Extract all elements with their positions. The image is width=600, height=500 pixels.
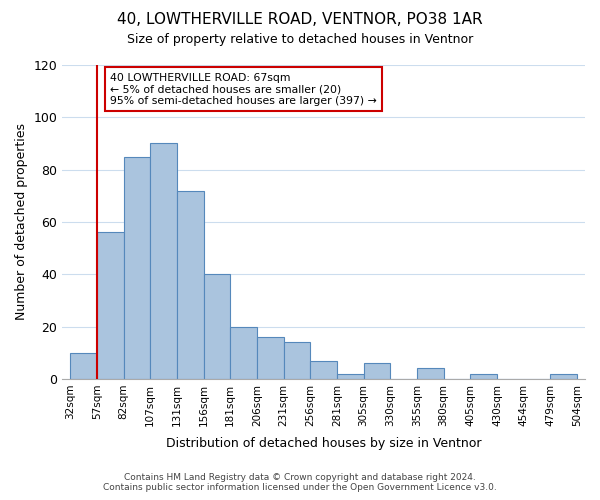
X-axis label: Distribution of detached houses by size in Ventnor: Distribution of detached houses by size … (166, 437, 481, 450)
Bar (310, 360, 337, 379)
Bar (70, 352, 97, 379)
Bar (124, 156, 150, 379)
Bar (417, 368, 443, 379)
Bar (257, 337, 284, 379)
Text: Size of property relative to detached houses in Ventnor: Size of property relative to detached ho… (127, 32, 473, 46)
Text: 40 LOWTHERVILLE ROAD: 67sqm
← 5% of detached houses are smaller (20)
95% of semi: 40 LOWTHERVILLE ROAD: 67sqm ← 5% of deta… (110, 73, 377, 106)
Bar (550, 374, 577, 379)
Bar (284, 342, 310, 379)
Bar (177, 190, 203, 379)
Bar (230, 326, 257, 379)
Bar (97, 232, 124, 379)
Bar (364, 363, 391, 379)
Bar (470, 374, 497, 379)
Bar (203, 274, 230, 379)
Y-axis label: Number of detached properties: Number of detached properties (15, 124, 28, 320)
Bar (150, 144, 177, 379)
Text: 40, LOWTHERVILLE ROAD, VENTNOR, PO38 1AR: 40, LOWTHERVILLE ROAD, VENTNOR, PO38 1AR (117, 12, 483, 28)
Bar (337, 374, 364, 379)
Text: Contains HM Land Registry data © Crown copyright and database right 2024.
Contai: Contains HM Land Registry data © Crown c… (103, 473, 497, 492)
